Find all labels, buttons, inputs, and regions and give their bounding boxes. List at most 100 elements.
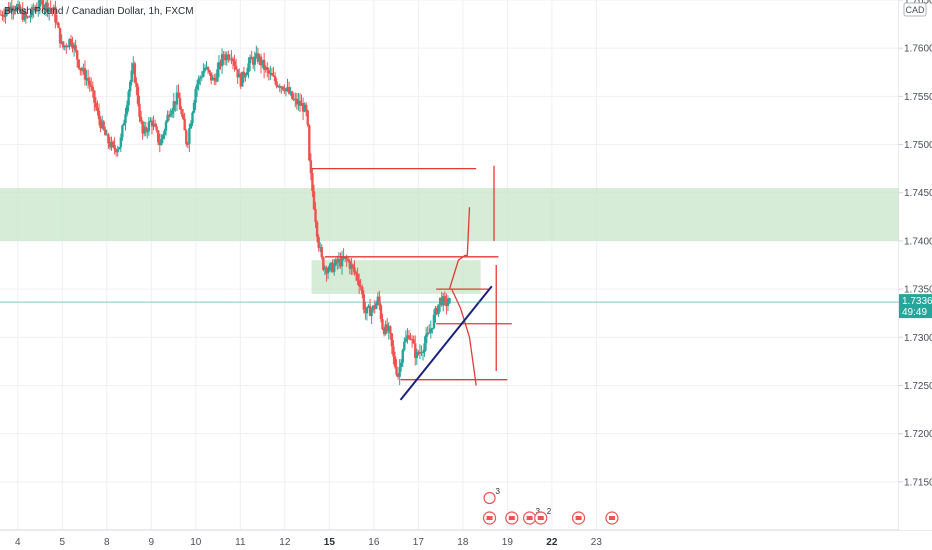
candle-body: [46, 2, 49, 12]
candle-body: [364, 309, 367, 314]
chart-title: British Pound / Canadian Dollar, 1h, FXC…: [4, 6, 194, 17]
candle-body: [228, 58, 232, 60]
candle-body: [270, 72, 274, 76]
candle-body: [308, 125, 311, 161]
candle-body: [365, 307, 369, 314]
candle-body: [238, 74, 241, 78]
ascending-trendline[interactable]: [399, 285, 493, 401]
y-tick-label: 1.75000: [904, 140, 932, 151]
candle-body: [384, 324, 387, 335]
drawn-projection-curve[interactable]: [448, 207, 471, 290]
candle-body: [435, 308, 439, 314]
candle-body: [250, 56, 253, 60]
candle-body: [203, 67, 207, 71]
candle-body: [7, 7, 10, 12]
x-tick-label: 10: [190, 537, 202, 548]
candle-body: [359, 286, 362, 288]
candle-body: [149, 120, 152, 122]
candle-body: [220, 54, 224, 67]
candle-body: [147, 121, 151, 132]
candle-body: [396, 374, 400, 377]
candle-body: [83, 68, 87, 80]
candle-body: [304, 104, 308, 111]
candle-body: [424, 334, 428, 344]
event-marker[interactable]: 2: [534, 507, 552, 525]
candle-body: [127, 91, 130, 106]
time-axis[interactable]: [0, 531, 932, 550]
candle-body: [125, 105, 129, 115]
candle-body: [275, 81, 278, 87]
candle-body: [5, 7, 9, 12]
y-tick-label: 1.71500: [904, 477, 932, 488]
candle-body: [231, 58, 235, 61]
candle-body: [99, 119, 102, 129]
candle-body: [65, 45, 68, 47]
candle-body: [38, 0, 42, 7]
candle-body: [378, 296, 381, 306]
candle-body: [116, 149, 119, 153]
event-marker[interactable]: 3: [523, 507, 541, 525]
event-stack-icon[interactable]: [483, 491, 496, 505]
candle-body: [66, 46, 70, 48]
candle-body: [428, 332, 431, 334]
candle-body: [51, 8, 54, 10]
candle-body: [181, 114, 185, 119]
candle-body: [90, 85, 93, 88]
candle-body: [153, 123, 157, 127]
candle-body: [431, 327, 434, 329]
event-marker[interactable]: [605, 511, 619, 525]
candle-body: [323, 267, 327, 270]
candle-body: [199, 77, 202, 79]
candle-body: [356, 273, 359, 281]
candle-body: [351, 264, 355, 268]
candle-body: [52, 6, 56, 10]
candle-body: [44, 2, 48, 8]
price-zone[interactable]: [0, 187, 899, 241]
candle-body: [230, 58, 233, 60]
candle-body: [400, 362, 403, 367]
x-tick-label: 18: [457, 537, 469, 548]
candle-body: [130, 70, 133, 83]
candle-body: [267, 70, 271, 74]
candle-body: [138, 103, 141, 117]
candle-body: [348, 261, 352, 269]
candle-body: [283, 89, 286, 92]
candle-body: [325, 267, 328, 274]
candle-body: [242, 71, 246, 78]
price-axis[interactable]: [899, 0, 932, 530]
candle-body: [23, 12, 26, 20]
candle-body: [167, 114, 171, 117]
candle-body: [375, 303, 378, 309]
candle-body: [370, 309, 373, 317]
candle-body: [273, 75, 277, 82]
candle-body: [322, 257, 325, 270]
drawing-layer[interactable]: [311, 165, 512, 401]
flag-icon-fill: [526, 516, 533, 520]
economic-events[interactable]: 33 2: [482, 487, 619, 525]
candle-body: [180, 109, 183, 115]
candle-body: [41, 0, 45, 10]
candle-body: [189, 123, 193, 129]
candle-body: [443, 296, 447, 299]
x-tick-label: 9: [149, 537, 155, 548]
event-marker[interactable]: 3: [482, 487, 501, 525]
candle-body: [336, 259, 339, 263]
drawn-projection-curve[interactable]: [451, 288, 477, 386]
candle-body: [178, 97, 182, 110]
candle-body: [432, 314, 436, 328]
currency-badge[interactable]: [903, 2, 927, 17]
event-count: 2: [547, 507, 552, 516]
candle-body: [26, 16, 29, 18]
candle-body: [133, 63, 137, 83]
candle-body: [328, 265, 331, 271]
candle-body: [16, 4, 20, 7]
x-tick-label: 22: [546, 537, 558, 548]
candle-body: [183, 118, 186, 131]
candle-body: [333, 264, 336, 272]
candle-body: [300, 103, 303, 106]
event-marker[interactable]: [571, 511, 586, 525]
event-marker[interactable]: [505, 511, 519, 525]
y-tick-label: 1.72500: [904, 381, 932, 392]
